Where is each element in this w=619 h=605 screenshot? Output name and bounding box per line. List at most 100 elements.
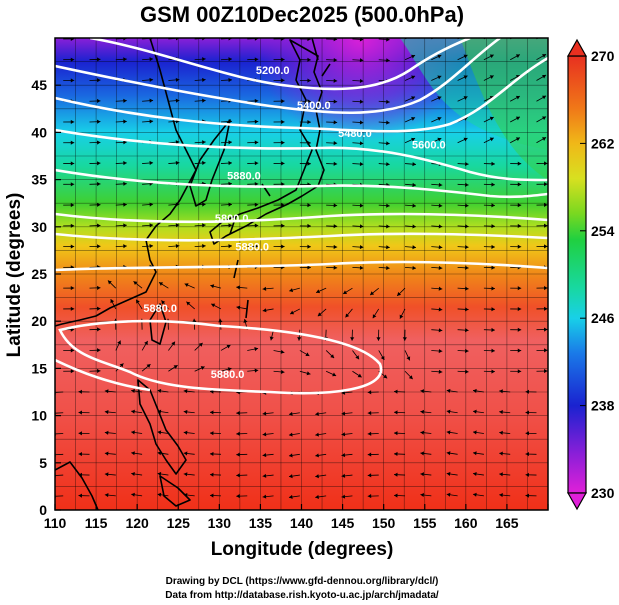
streamline-arrowhead [209, 472, 214, 477]
streamline-arrowhead [491, 369, 495, 374]
streamline-arrowhead [517, 203, 522, 208]
streamline-arrowhead [123, 202, 127, 207]
streamline-arrowhead [402, 337, 407, 341]
streamline-arrowhead [281, 78, 285, 83]
streamline-arrowhead [491, 244, 495, 249]
streamline-arrowhead [131, 430, 135, 435]
streamline-arrowhead [491, 182, 495, 187]
streamline-arrowhead [202, 160, 206, 166]
streamline-arrowhead [491, 307, 495, 312]
streamline-arrowhead [70, 182, 75, 187]
streamline-arrowhead [157, 430, 162, 435]
streamline-arrowhead [70, 306, 75, 311]
streamline-arrowhead [542, 54, 547, 58]
streamline-arrowhead [438, 348, 443, 354]
streamline-arrowhead [350, 337, 355, 341]
streamline-arrowhead [254, 119, 259, 124]
streamline-arrowhead [386, 224, 390, 229]
streamline-arrowhead [228, 57, 232, 62]
contour-label: 5880.0 [235, 241, 269, 253]
streamline-arrowhead [341, 473, 346, 478]
streamline-arrowhead [499, 451, 503, 456]
streamline-arrowhead [288, 494, 293, 499]
streamline-arrowhead [515, 54, 520, 58]
streamline-arrowhead [290, 310, 295, 315]
streamline-arrowhead [149, 119, 154, 124]
streamline-arrowhead [333, 203, 338, 208]
streamline-arrowhead [359, 203, 364, 208]
streamline-arrowhead [228, 244, 232, 249]
streamline-arrowhead [307, 57, 311, 62]
streamline-arrowhead [542, 95, 547, 100]
streamline-arrowhead [175, 223, 180, 228]
streamline-arrowhead [281, 140, 285, 145]
streamline-arrowhead [542, 116, 547, 121]
streamline-arrowhead [133, 281, 138, 286]
streamline-arrowhead [359, 141, 364, 146]
streamline-arrowhead [517, 161, 522, 166]
streamline-arrowhead [386, 141, 390, 146]
streamline-arrowhead [333, 265, 338, 270]
streamline-arrowhead [70, 369, 75, 374]
streamline-arrowhead [386, 120, 390, 125]
streamline-arrowhead [491, 161, 495, 166]
contour-5600 [55, 168, 548, 199]
streamline-arrowhead [411, 54, 416, 59]
streamline-arrowhead [499, 409, 503, 415]
streamline-arrowhead [228, 140, 232, 145]
streamline-arrowhead [97, 119, 101, 124]
streamline-arrowhead [386, 38, 390, 42]
contour-5800 [55, 232, 548, 242]
streamline-arrowhead [289, 288, 294, 293]
x-tick-label: 150 [372, 515, 396, 531]
streamline-arrowhead [359, 245, 364, 250]
x-tick-label: 160 [454, 515, 478, 531]
streamline-arrowhead [315, 474, 319, 479]
streamline-arrowhead [97, 140, 101, 145]
streamline-arrowhead [411, 96, 416, 101]
streamline-arrowhead [183, 472, 188, 477]
streamline-arrowhead [386, 99, 390, 104]
streamline-arrowhead [517, 327, 522, 332]
streamline-arrowhead [394, 389, 398, 394]
streamline-arrowhead [288, 474, 293, 479]
streamline-arrowhead [280, 369, 285, 374]
streamline-arrowhead [420, 430, 425, 435]
streamline-arrowhead [359, 78, 364, 84]
x-tick-label: 135 [249, 515, 273, 531]
streamline-arrowhead [97, 78, 101, 83]
streamline-arrowhead [437, 96, 442, 100]
streamline-arrowhead [254, 347, 259, 352]
x-tick-label: 140 [290, 515, 314, 531]
streamline-arrowhead [281, 161, 285, 166]
streamline-arrowhead [262, 453, 267, 458]
streamline-arrowhead [254, 181, 259, 187]
contour-5880-west [55, 358, 151, 392]
streamline-arrowhead [489, 75, 494, 79]
streamline-arrowhead [359, 120, 364, 125]
contour-5480 [55, 128, 548, 182]
contour-5400 [55, 56, 548, 133]
streamline-arrowhead [367, 494, 372, 499]
contour-label: 5880.0 [227, 171, 261, 183]
streamline-arrowhead [157, 471, 162, 477]
streamline-arrowhead [420, 492, 425, 498]
streamline-arrowhead [123, 181, 127, 186]
streamline-arrowhead [97, 161, 101, 166]
streamline-arrowhead [104, 493, 109, 498]
x-axis-ticks: 110 115 120 125 130 135 140 145 150 155 160 165 [44, 504, 549, 531]
streamline-arrowhead [489, 116, 494, 121]
streamline-arrowhead [228, 202, 232, 207]
x-tick-label: 130 [208, 515, 232, 531]
streamline-arrowhead [515, 75, 520, 79]
streamline-arrowhead [437, 117, 442, 121]
streamline-arrowhead [517, 348, 522, 353]
streamline-arrowhead [209, 410, 214, 415]
x-tick-label: 155 [413, 515, 437, 531]
streamline-arrowhead [159, 282, 164, 286]
streamline-arrowhead [123, 119, 127, 124]
streamline-arrowhead [411, 75, 416, 80]
streamline-arrowhead [123, 244, 127, 249]
streamline-arrowhead [438, 265, 443, 271]
streamline-arrowhead [70, 286, 75, 291]
